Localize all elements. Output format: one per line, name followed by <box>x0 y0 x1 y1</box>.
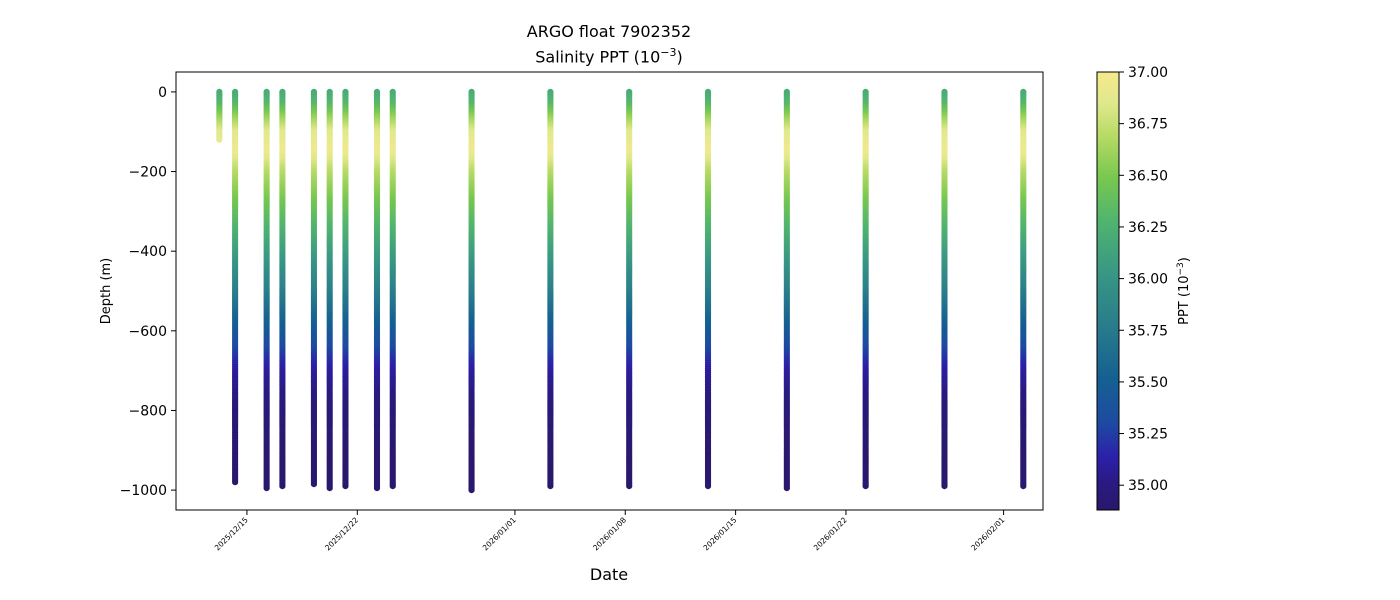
colorbar-tick-label: 35.75 <box>1128 323 1168 339</box>
x-tick-label: 2025/12/15 <box>213 515 250 552</box>
profile-16 <box>1020 88 1027 490</box>
profile-11 <box>626 88 633 490</box>
plot-frame <box>175 71 1044 511</box>
colorbar-axis: 35.00 35.25 35.50 35.75 36.00 36.25 36.50 36.75… <box>1119 65 1168 494</box>
profile-1 <box>232 88 239 486</box>
profile-point <box>547 483 554 490</box>
y-tick-label: −400 <box>129 244 167 260</box>
colorbar-tick-label: 36.00 <box>1128 272 1168 288</box>
profile-12 <box>704 88 712 490</box>
colorbar-tick-label: 35.25 <box>1128 427 1168 443</box>
colorbar-tick-label: 35.00 <box>1128 478 1168 494</box>
y-tick-label: 0 <box>158 85 167 101</box>
profile-point <box>263 485 270 492</box>
profiles-layer <box>216 88 1027 494</box>
colorbar <box>1097 72 1119 510</box>
x-tick-label: 2025/12/22 <box>323 515 360 552</box>
x-axis: 2025/12/15 2025/12/22 2026/01/01 2026/01/08… <box>213 510 1007 552</box>
profile-point <box>626 483 633 490</box>
profile-0 <box>216 88 223 143</box>
profile-point <box>389 483 396 490</box>
x-axis-label: Date <box>590 565 628 584</box>
profile-5 <box>326 88 333 492</box>
colorbar-frame <box>1096 71 1120 511</box>
x-tick-label: 2026/02/01 <box>969 515 1006 552</box>
profile-point <box>326 485 333 492</box>
subtitle-exponent: −3 <box>660 46 677 59</box>
profile-8 <box>389 88 396 490</box>
profile-point <box>310 481 318 488</box>
profile-point <box>862 483 869 490</box>
profile-point <box>279 483 286 490</box>
profile-4 <box>310 88 318 488</box>
x-tick-label: 2026/01/22 <box>812 515 849 552</box>
colorbar-label-prefix: PPT (10 <box>1177 275 1192 324</box>
profile-14 <box>862 88 869 490</box>
profile-3 <box>279 88 286 490</box>
y-tick-label: −200 <box>129 165 167 181</box>
profile-point <box>373 485 381 492</box>
profile-point <box>232 479 239 486</box>
colorbar-tick-label: 36.25 <box>1128 220 1168 236</box>
profile-point <box>468 486 475 494</box>
y-axis-label: Depth (m) <box>99 258 114 325</box>
colorbar-label-exponent: −3 <box>1176 262 1186 275</box>
colorbar-label: PPT (10−3) <box>1176 257 1192 325</box>
chart-title: ARGO float 7902352 <box>526 22 692 41</box>
profile-9 <box>468 88 475 494</box>
profile-10 <box>547 88 554 490</box>
subtitle-prefix: Salinity PPT (10 <box>535 47 661 67</box>
x-tick-label: 2026/01/15 <box>702 515 739 552</box>
profile-15 <box>941 88 948 490</box>
chart-subtitle: Salinity PPT (10−3) <box>175 46 1043 66</box>
subtitle-suffix: ) <box>676 47 683 67</box>
profile-point <box>216 136 223 143</box>
plot-area <box>176 72 1043 510</box>
profile-point <box>783 485 790 492</box>
colorbar-tick-label: 36.50 <box>1128 168 1168 184</box>
profile-6 <box>342 88 349 490</box>
colorbar-label-suffix: ) <box>1177 257 1192 262</box>
colorbar-tick-label: 35.50 <box>1128 375 1168 391</box>
profile-7 <box>373 88 381 492</box>
profile-13 <box>783 88 790 492</box>
y-tick-label: −600 <box>129 324 167 340</box>
profile-point <box>704 483 712 490</box>
x-tick-label: 2026/01/08 <box>591 515 628 552</box>
colorbar-tick-label: 37.00 <box>1128 65 1168 81</box>
profile-2 <box>263 88 270 492</box>
colorbar-tick-label: 36.75 <box>1128 117 1168 133</box>
y-axis: 0 −200 −400 −600 −800 −1000 <box>120 85 176 499</box>
profile-point <box>941 483 948 490</box>
x-tick-label: 2026/01/01 <box>481 515 518 552</box>
y-tick-label: −800 <box>129 403 167 419</box>
y-tick-label: −1000 <box>120 483 167 499</box>
profile-point <box>1020 483 1027 490</box>
profile-point <box>342 483 349 490</box>
